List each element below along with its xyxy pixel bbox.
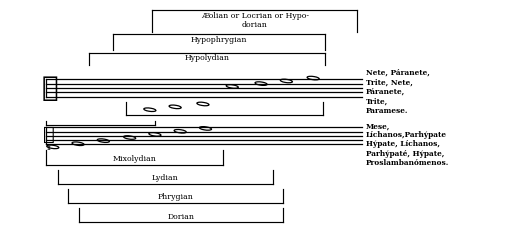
- Text: Trite, Nete,: Trite, Nete,: [366, 78, 413, 86]
- Text: Æolian or Locrian or Hypo-
dorian: Æolian or Locrian or Hypo- dorian: [201, 12, 309, 29]
- Text: Nete, Páranete,: Nete, Páranete,: [366, 69, 429, 77]
- Text: Hýpate, Líchanos,: Hýpate, Líchanos,: [366, 141, 440, 148]
- Text: Mixolydian: Mixolydian: [113, 155, 157, 163]
- Text: Phrygian: Phrygian: [158, 194, 194, 201]
- Text: Hypolydian: Hypolydian: [185, 54, 230, 62]
- Text: Mese,: Mese,: [366, 122, 390, 130]
- Text: II: II: [47, 146, 52, 151]
- Text: Lydian: Lydian: [152, 174, 178, 182]
- Text: Líchanos,Parhýpate: Líchanos,Parhýpate: [366, 131, 447, 139]
- Text: Proslambanómenos.: Proslambanómenos.: [366, 159, 449, 167]
- Text: Parhýpaté, Hýpate,: Parhýpaté, Hýpate,: [366, 150, 444, 158]
- Text: Páranete,: Páranete,: [366, 88, 405, 96]
- Text: Hypophrygian: Hypophrygian: [191, 36, 247, 44]
- Text: Paramese.: Paramese.: [366, 107, 408, 115]
- Text: 𝄢: 𝄢: [44, 125, 55, 144]
- Text: Dorian: Dorian: [167, 213, 195, 221]
- Text: 𝄞: 𝄞: [42, 74, 58, 102]
- Text: Trite,: Trite,: [366, 97, 388, 105]
